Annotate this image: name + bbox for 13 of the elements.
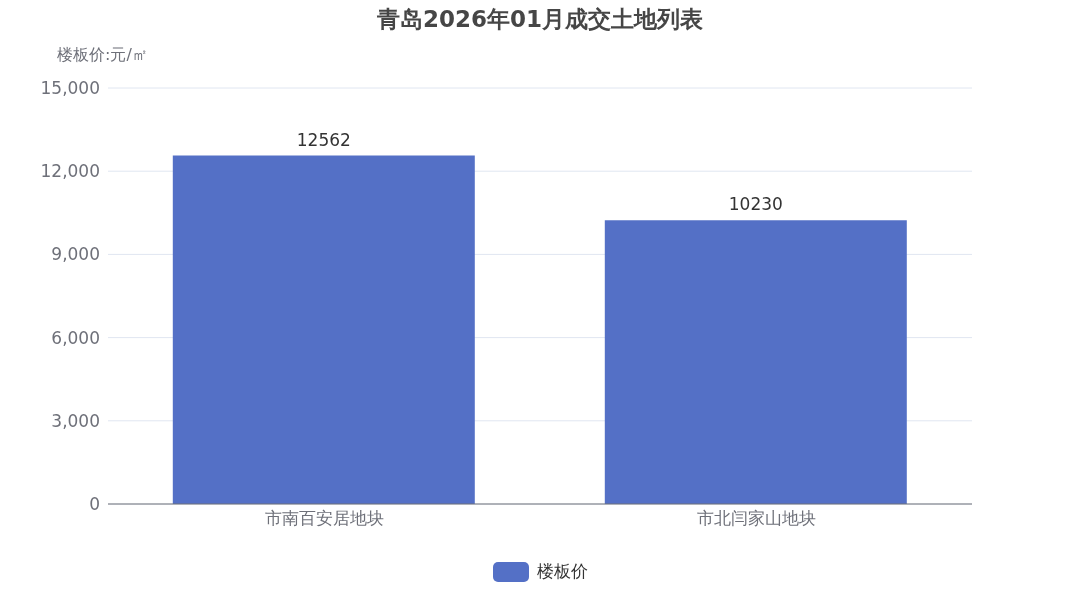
x-tick-label: 市北闫家山地块 — [696, 508, 816, 529]
y-tick-label: 0 — [89, 494, 100, 515]
data-label: 10230 — [728, 194, 783, 215]
y-tick-label: 3,000 — [51, 410, 100, 431]
legend-label: 楼板价 — [536, 560, 588, 583]
y-tick-label: 12,000 — [40, 161, 100, 182]
y-tick-label: 9,000 — [51, 244, 100, 265]
x-tick-label: 市南百安居地块 — [264, 508, 384, 529]
y-axis-title: 楼板价:元/㎡ — [57, 45, 148, 66]
y-tick-label: 15,000 — [40, 78, 100, 99]
y-tick-label: 6,000 — [51, 327, 100, 348]
chart-title: 青岛2026年01月成交土地列表 — [376, 5, 704, 34]
data-label: 12562 — [296, 129, 351, 150]
